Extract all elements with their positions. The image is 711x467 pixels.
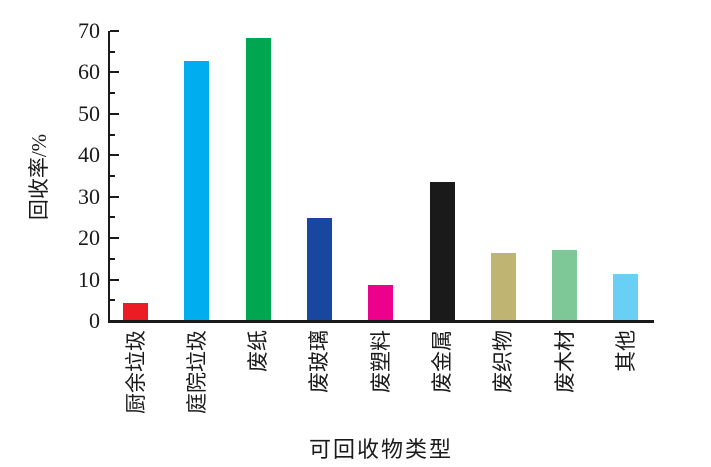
x-category-label-8: 废木材 xyxy=(552,330,577,393)
y-minor-tick xyxy=(110,50,115,53)
y-major-tick xyxy=(110,195,119,198)
bar-5 xyxy=(368,284,394,320)
y-major-tick xyxy=(110,154,119,157)
y-tick-label: 60 xyxy=(78,59,100,85)
bar-3 xyxy=(245,38,271,320)
y-tick-label: 70 xyxy=(78,18,100,43)
bar-2 xyxy=(184,61,210,320)
y-tick-label: 30 xyxy=(78,183,100,209)
bar-4 xyxy=(306,218,332,320)
y-minor-tick xyxy=(110,133,115,136)
bar-9 xyxy=(613,274,639,320)
x-category-label-5: 废塑料 xyxy=(368,330,393,393)
bar-8 xyxy=(552,249,578,320)
bar-6 xyxy=(429,181,455,320)
x-category-label-1: 厨余垃圾 xyxy=(123,330,148,414)
y-major-tick xyxy=(110,320,119,322)
y-minor-tick xyxy=(110,216,115,219)
y-major-tick xyxy=(110,112,119,115)
bar-7 xyxy=(490,253,516,320)
x-category-label-9: 其他 xyxy=(613,330,638,372)
y-minor-tick xyxy=(110,175,115,177)
x-axis-line xyxy=(108,320,654,323)
x-category-label-3: 废纸 xyxy=(246,330,271,372)
y-major-tick xyxy=(110,30,119,32)
y-tick-label: 40 xyxy=(78,142,100,168)
x-category-label-4: 废玻璃 xyxy=(307,330,332,393)
x-category-label-6: 废金属 xyxy=(430,330,454,393)
y-minor-tick xyxy=(110,92,115,95)
y-tick-label: 20 xyxy=(78,225,100,251)
y-minor-tick xyxy=(110,299,115,302)
y-major-tick xyxy=(110,71,119,74)
y-major-tick xyxy=(110,237,119,240)
y-minor-tick xyxy=(110,257,115,260)
y-major-tick xyxy=(110,278,119,281)
y-axis-title: 回收率/% xyxy=(27,133,51,221)
x-axis-title: 可回收物类型 xyxy=(308,437,454,462)
y-tick-label: 10 xyxy=(78,266,100,292)
y-tick-label: 0 xyxy=(89,308,100,333)
x-category-label-7: 废织物 xyxy=(491,330,516,393)
y-axis-line xyxy=(108,31,110,323)
y-tick-label: 50 xyxy=(78,100,100,126)
bar-1 xyxy=(123,302,148,320)
x-category-label-2: 庭院垃圾 xyxy=(184,330,209,414)
